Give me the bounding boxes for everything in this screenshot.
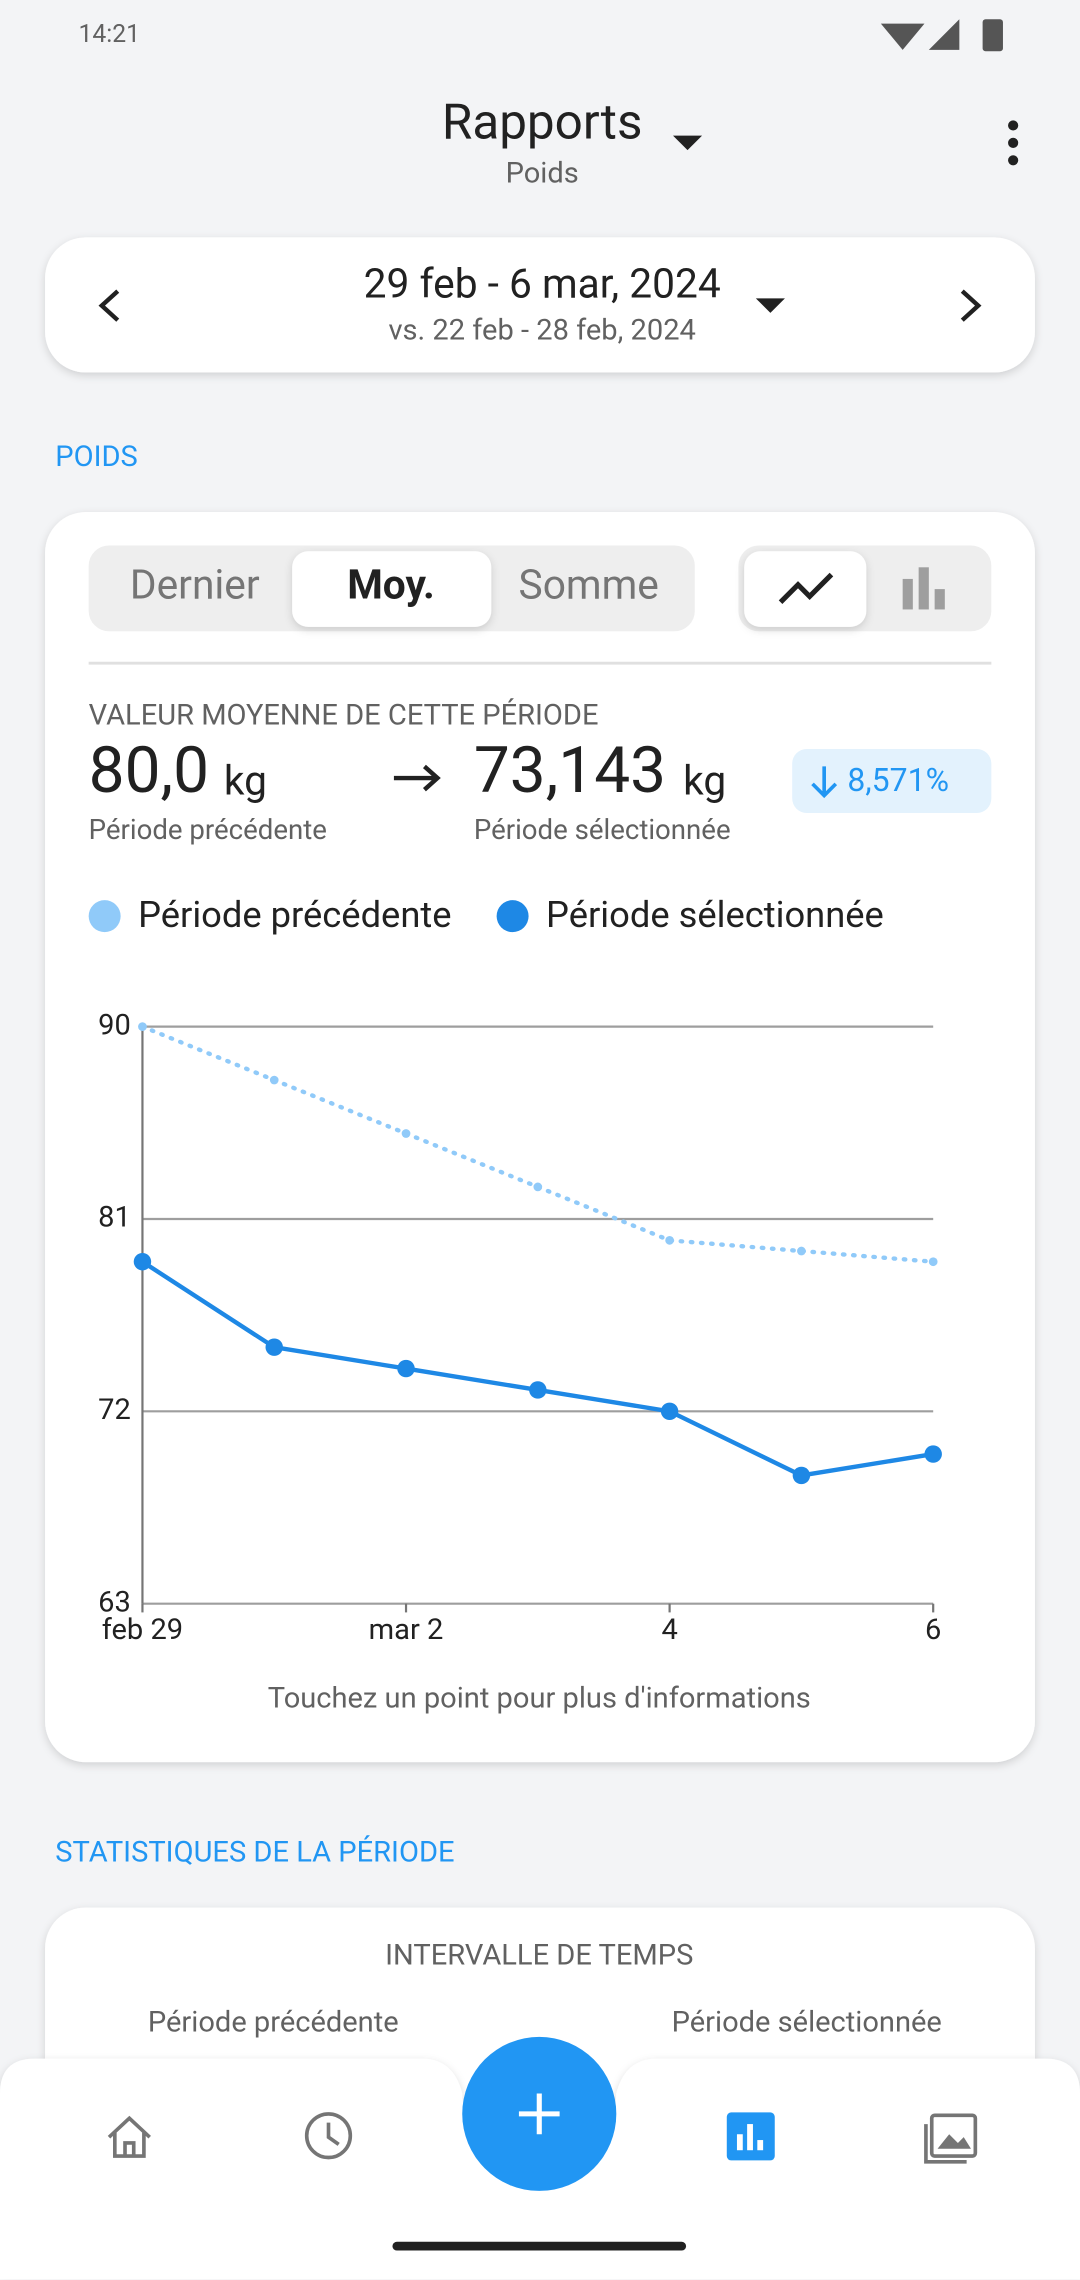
legend-label: Période sélectionnée: [546, 893, 884, 936]
data-point: [533, 1182, 543, 1192]
data-point: [265, 1338, 283, 1356]
tab[interactable]: Dernier: [130, 560, 260, 608]
menu-button[interactable]: [1008, 120, 1019, 166]
x-tick-label: mar 2: [369, 1613, 444, 1647]
tab[interactable]: Somme: [519, 560, 659, 608]
header-title: Rapports: [442, 93, 643, 151]
line-icon: [778, 572, 834, 604]
home-tab[interactable]: [107, 2115, 151, 2158]
range-card: [45, 237, 1035, 373]
tab-active[interactable]: Moy.: [347, 560, 435, 608]
signal-icon: [928, 19, 960, 50]
change-badge: [792, 748, 992, 813]
bar-type-button[interactable]: [902, 567, 945, 610]
data-point: [665, 1235, 674, 1245]
battery-icon: [982, 19, 1003, 52]
legend-swatch: [88, 900, 121, 933]
metric-unit: kg: [224, 757, 267, 805]
data-point: [397, 1359, 415, 1378]
prev-button[interactable]: [98, 289, 120, 322]
home-indicator: [392, 2241, 687, 2251]
data-point: [924, 1445, 942, 1463]
gallery-tab[interactable]: [924, 2113, 978, 2164]
data-point: [138, 1022, 147, 1031]
data-point: [529, 1381, 547, 1399]
y-tick-label: 81: [98, 1201, 131, 1235]
data-point: [660, 1402, 679, 1421]
metric-label: VALEUR MOYENNE DE CETTE PÉRIODE: [89, 698, 599, 733]
section-title: POIDS: [55, 440, 138, 474]
metric-caption: Période sélectionnée: [474, 813, 731, 846]
y-tick-label: 63: [98, 1585, 131, 1619]
stats-column: Période sélectionnée: [672, 2005, 942, 2039]
range-current[interactable]: 29 feb - 6 mar, 2024: [364, 260, 721, 308]
data-point: [792, 1466, 811, 1485]
data-point: [401, 1129, 411, 1138]
status-time: 14:21: [78, 20, 140, 49]
section-title: STATISTIQUES DE LA PÉRIODE: [55, 1834, 454, 1869]
chart-hint: Touchez un point pour plus d'information…: [268, 1681, 811, 1715]
line-chart: Période précédente Période sélectionnée 63…: [88, 893, 942, 1647]
stats-column: Période précédente: [148, 2005, 399, 2039]
range-caret[interactable]: [755, 298, 785, 313]
arrow-icon: [393, 764, 441, 792]
title-caret[interactable]: [673, 135, 703, 151]
down-arrow-icon: [811, 766, 838, 799]
segment-selected: [292, 551, 492, 627]
metric-caption: Période précédente: [89, 813, 327, 846]
metric-unit: kg: [683, 757, 726, 805]
x-tick-label: 4: [661, 1613, 677, 1647]
metric-current: 73,143: [474, 733, 666, 808]
legend-label: Période précédente: [138, 893, 451, 936]
change-value: 8,571%: [847, 761, 949, 799]
metric-previous: 80,0: [89, 733, 209, 808]
data-point: [269, 1075, 279, 1085]
wifi-icon: [880, 23, 925, 50]
data-point: [797, 1246, 806, 1256]
header-subtitle: Poids: [506, 157, 579, 191]
bottom-nav: [0, 2058, 1080, 2280]
x-tick-label: feb 29: [102, 1613, 183, 1647]
next-button[interactable]: [960, 289, 982, 322]
stats-title: INTERVALLE DE TEMPS: [385, 1939, 693, 1973]
plus-icon: [518, 2093, 560, 2135]
reports-tab[interactable]: [726, 2112, 775, 2161]
x-tick-label: 6: [925, 1613, 941, 1647]
y-tick-label: 72: [98, 1393, 131, 1427]
legend-swatch: [496, 900, 529, 933]
chart-card: [45, 512, 1035, 1763]
data-point: [133, 1253, 152, 1271]
data-point: [928, 1257, 938, 1267]
range-compare: vs. 22 feb - 28 feb, 2024: [388, 313, 695, 347]
y-tick-label: 90: [98, 1008, 131, 1042]
history-tab[interactable]: [304, 2112, 353, 2160]
